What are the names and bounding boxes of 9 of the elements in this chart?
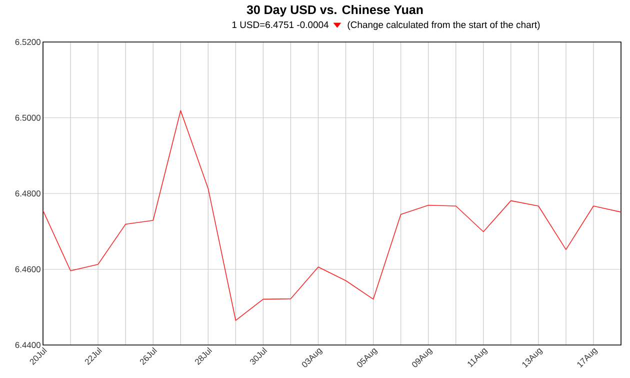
y-tick-label: 6.4600 [15, 266, 40, 272]
y-tick-label: 6.4400 [15, 342, 40, 348]
y-tick-label: 6.5200 [15, 39, 40, 45]
chart-title: 30 Day USD vs. Chinese Yuan [246, 4, 423, 17]
y-tick-label: 6.5000 [15, 114, 40, 121]
chart-subtitle: 1 USD=6.4751 -0.0004 [232, 21, 329, 28]
line-series [43, 110, 622, 321]
text: (Change calculated from the start of the chart) [348, 21, 540, 30]
y-tick-label: 6.4800 [15, 190, 40, 196]
